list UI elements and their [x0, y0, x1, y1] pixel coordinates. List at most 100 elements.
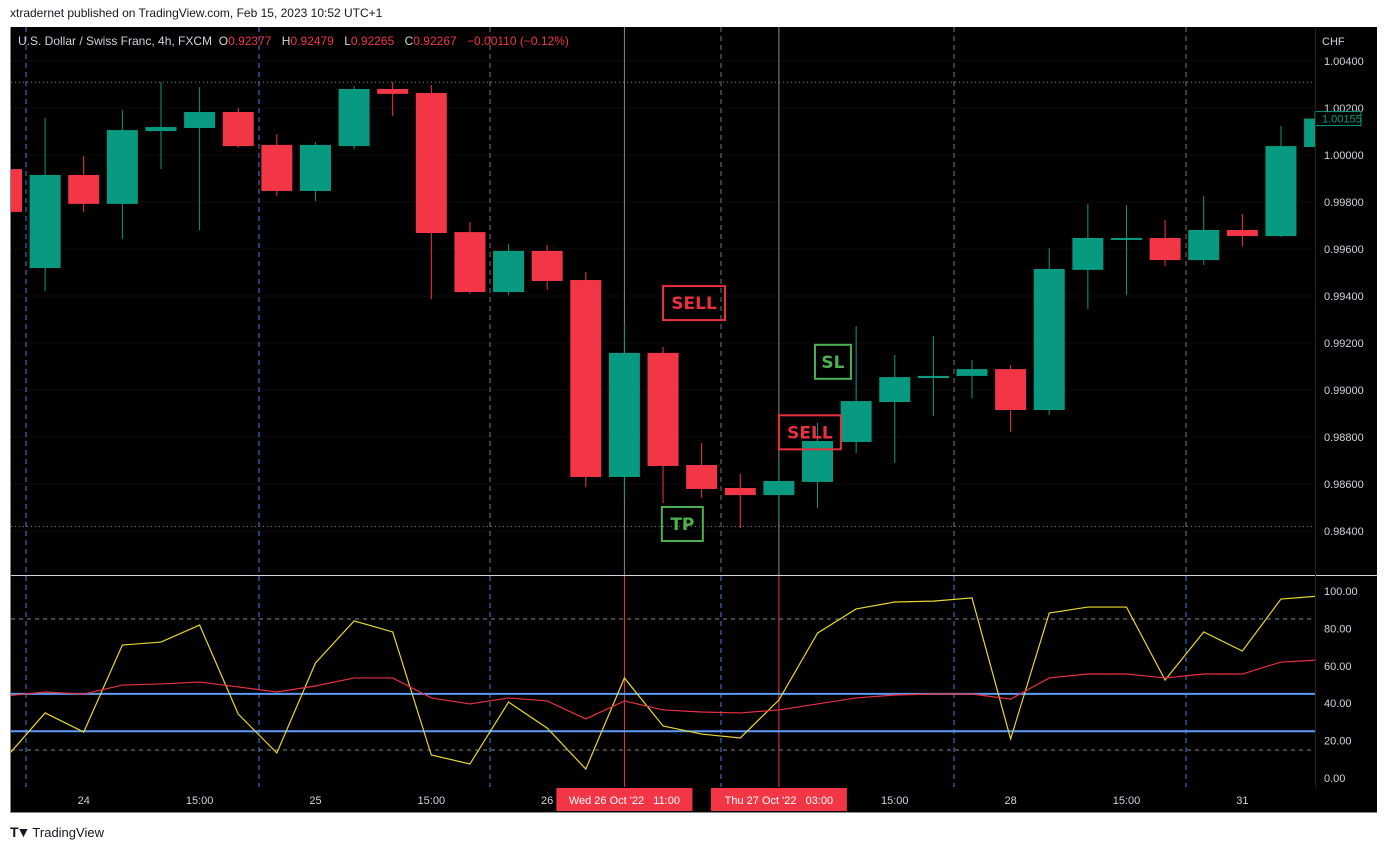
candle[interactable]	[763, 460, 795, 519]
osc-point	[701, 711, 703, 713]
symbol-name[interactable]: U.S. Dollar / Swiss Franc, 4h, FXCM	[18, 34, 213, 48]
candle-body	[956, 369, 988, 376]
last-price-label: 1.00155	[1322, 114, 1362, 126]
osc-point	[1280, 661, 1282, 663]
candle[interactable]	[531, 245, 563, 290]
candle[interactable]	[1265, 125, 1297, 238]
open-label: O	[218, 34, 229, 48]
osc-point	[894, 694, 896, 696]
candle[interactable]	[956, 359, 988, 399]
close-value: 0.92267	[413, 34, 457, 48]
candle[interactable]	[29, 117, 61, 292]
price-tick-label: 1.00000	[1324, 150, 1364, 162]
signal-label-tp[interactable]: TP	[660, 505, 704, 542]
candle[interactable]	[377, 81, 409, 116]
oscillator-pane[interactable]	[6, 595, 1320, 771]
time-tick-label: 25	[309, 795, 321, 807]
signal-label-sell[interactable]: SELL	[662, 285, 727, 322]
osc-point	[739, 737, 741, 739]
osc-point	[1010, 738, 1012, 740]
candle[interactable]	[570, 272, 602, 488]
candle[interactable]	[222, 108, 254, 148]
logo-text: TradingView	[32, 824, 104, 840]
grid	[11, 27, 1315, 787]
symbol-legend: U.S. Dollar / Swiss Franc, 4h, FXCM O 0.9…	[18, 34, 576, 48]
signal-box	[813, 343, 852, 380]
candle[interactable]	[261, 134, 293, 196]
osc-point	[121, 644, 123, 646]
price-pane[interactable]: SELL TP SELL SL	[0, 81, 1335, 542]
osc-point	[392, 677, 394, 679]
candle[interactable]	[415, 84, 447, 300]
candle[interactable]	[493, 244, 525, 296]
osc-point	[623, 677, 626, 679]
time-tick-label: 15:00	[1113, 795, 1141, 807]
osc-point	[353, 677, 355, 679]
candle[interactable]	[454, 221, 486, 294]
osc-point	[546, 727, 548, 729]
candle[interactable]	[724, 473, 756, 528]
candle[interactable]	[917, 335, 949, 417]
time-highlight-box	[710, 788, 847, 811]
candle[interactable]	[1188, 195, 1220, 265]
candle[interactable]	[1304, 116, 1335, 148]
signal-label-sl[interactable]: SL	[813, 343, 852, 380]
candle[interactable]	[879, 355, 911, 463]
candle[interactable]	[802, 422, 834, 509]
candle[interactable]	[1149, 220, 1181, 266]
osc-point	[430, 697, 432, 699]
candle[interactable]	[145, 81, 177, 170]
candle-body	[1149, 237, 1181, 261]
candle[interactable]	[647, 347, 679, 504]
osc-point	[1048, 612, 1050, 614]
osc-point	[1125, 673, 1128, 675]
time-tick-label: 15:00	[418, 795, 446, 807]
candle-body	[454, 232, 486, 293]
candle-body	[68, 174, 100, 204]
candle[interactable]	[184, 87, 216, 230]
osc-point	[1164, 679, 1166, 681]
candle[interactable]	[1033, 248, 1065, 415]
candle[interactable]	[338, 85, 370, 150]
osc-point	[1241, 650, 1243, 652]
tradingview-logo[interactable]: T▼ TradingView	[10, 824, 104, 840]
osc-point	[1010, 698, 1012, 700]
low-label: L	[344, 34, 351, 48]
osc-point	[276, 691, 278, 693]
candle-body	[917, 375, 949, 379]
osc-point	[6, 756, 7, 757]
candle[interactable]	[686, 442, 718, 498]
candle-body	[1226, 229, 1258, 237]
osc-point	[1087, 673, 1089, 675]
candle[interactable]	[68, 155, 100, 212]
osc-point	[855, 697, 857, 699]
candle[interactable]	[608, 323, 640, 498]
price-tick-label: 0.98800	[1324, 432, 1364, 444]
candle[interactable]	[299, 142, 331, 202]
low-value: 0.92265	[350, 34, 395, 48]
publisher-caption: xtradernet published on TradingView.com,…	[10, 6, 383, 20]
chart-frame[interactable]	[10, 27, 1377, 813]
candle[interactable]	[1110, 205, 1142, 296]
candle[interactable]	[0, 165, 22, 215]
candle-body	[222, 111, 254, 147]
candle[interactable]	[1226, 213, 1258, 247]
osc-point	[662, 709, 664, 711]
osc-point	[971, 693, 973, 695]
candle[interactable]	[840, 326, 872, 454]
signal-text: SL	[821, 353, 844, 373]
high-value: 0.92479	[290, 34, 334, 48]
candle[interactable]	[1072, 203, 1104, 309]
osc-point	[314, 662, 317, 664]
osc-point	[44, 691, 46, 693]
osc-tick-label: 60.00	[1324, 661, 1352, 673]
price-tick-label: 0.99600	[1324, 244, 1364, 256]
candle-body	[184, 111, 216, 128]
high-label: H	[281, 34, 291, 48]
signal-label-sell[interactable]: SELL	[777, 414, 842, 451]
osc-point	[1164, 677, 1166, 679]
candle-body	[879, 377, 911, 403]
candle[interactable]	[106, 109, 138, 240]
candle[interactable]	[995, 365, 1027, 432]
